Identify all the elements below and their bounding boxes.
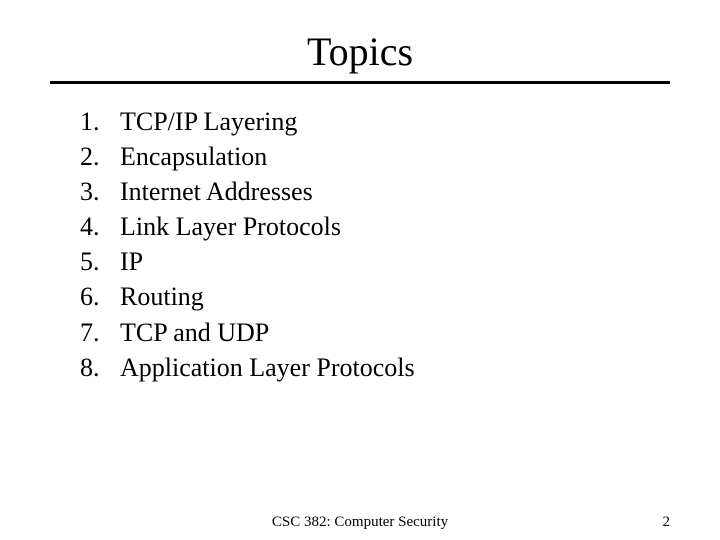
list-number: 2. (80, 139, 120, 174)
list-item: 2. Encapsulation (80, 139, 670, 174)
footer-page-number: 2 (663, 514, 671, 531)
list-number: 5. (80, 244, 120, 279)
list-item: 1. TCP/IP Layering (80, 104, 670, 139)
list-number: 3. (80, 174, 120, 209)
list-item: 8. Application Layer Protocols (80, 350, 670, 385)
list-label: Internet Addresses (120, 174, 670, 209)
list-number: 4. (80, 209, 120, 244)
footer-course: CSC 382: Computer Security (272, 514, 448, 531)
slide-title: Topics (50, 28, 670, 75)
list-number: 6. (80, 279, 120, 314)
slide: Topics 1. TCP/IP Layering 2. Encapsulati… (0, 0, 720, 540)
list-label: Link Layer Protocols (120, 209, 670, 244)
list-label: TCP and UDP (120, 315, 670, 350)
list-item: 5. IP (80, 244, 670, 279)
list-item: 3. Internet Addresses (80, 174, 670, 209)
list-item: 7. TCP and UDP (80, 315, 670, 350)
title-rule (50, 81, 670, 84)
list-number: 7. (80, 315, 120, 350)
list-item: 6. Routing (80, 279, 670, 314)
list-label: Encapsulation (120, 139, 670, 174)
list-label: Application Layer Protocols (120, 350, 670, 385)
list-label: Routing (120, 279, 670, 314)
list-label: TCP/IP Layering (120, 104, 670, 139)
list-label: IP (120, 244, 670, 279)
list-item: 4. Link Layer Protocols (80, 209, 670, 244)
list-number: 8. (80, 350, 120, 385)
list-number: 1. (80, 104, 120, 139)
topics-list: 1. TCP/IP Layering 2. Encapsulation 3. I… (80, 104, 670, 385)
